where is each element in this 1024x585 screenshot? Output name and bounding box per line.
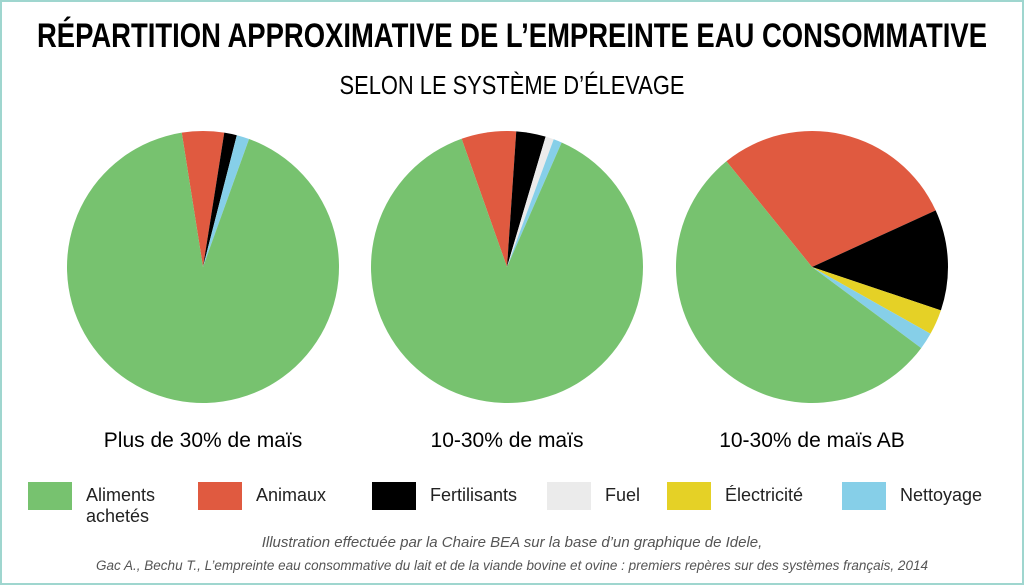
pie-slice (203, 135, 250, 267)
legend-label: Animaux (256, 485, 327, 505)
pie-slice (812, 210, 948, 311)
legend-item: Animaux (198, 482, 326, 510)
legend-swatch (667, 482, 711, 510)
legend-item: Fertilisants (372, 482, 517, 510)
legend-label: Aliments achetés (86, 485, 156, 526)
pie-label: Plus de 30% de maïs (104, 429, 302, 452)
pie-slice (507, 139, 562, 267)
source-line: Illustration effectuée par la Chaire BEA… (261, 534, 763, 551)
legend-item: Électricité (667, 482, 803, 510)
legend-label: Fertilisants (430, 485, 518, 505)
chart-title: RÉPARTITION APPROXIMATIVE DE L’EMPREINTE… (37, 17, 987, 55)
legend-label: Nettoyage (900, 485, 983, 505)
legend-label: Fuel (605, 485, 641, 505)
legend-item: Aliments achetés (28, 482, 181, 527)
legend-swatch (842, 482, 886, 510)
legend-swatch (198, 482, 242, 510)
legend-swatch (372, 482, 416, 510)
pie-slice (507, 136, 554, 267)
pie-label: 10-30% de maïs AB (719, 429, 905, 452)
legend-label: Électricité (725, 485, 804, 505)
pie-slice (507, 131, 546, 267)
chart-subtitle: SELON LE SYSTÈME D’ÉLEVAGE (340, 70, 685, 100)
pie-slice (812, 267, 941, 334)
pie-slice (181, 131, 225, 267)
pie-slice (203, 132, 237, 267)
pie-slice (726, 130, 936, 267)
pie-slice (67, 132, 340, 404)
pie-slice (812, 267, 931, 349)
pie-slice (461, 131, 517, 267)
source-line: Gac A., Bechu T., L’empreinte eau consom… (96, 558, 928, 573)
legend-item: Fuel (547, 482, 640, 510)
legend-swatch (28, 482, 72, 510)
pie-slice (676, 161, 922, 403)
legend-swatch (547, 482, 591, 510)
pie-slice (371, 138, 643, 403)
legend-item: Nettoyage (842, 482, 982, 510)
pie-label: 10-30% de maïs (431, 429, 584, 452)
